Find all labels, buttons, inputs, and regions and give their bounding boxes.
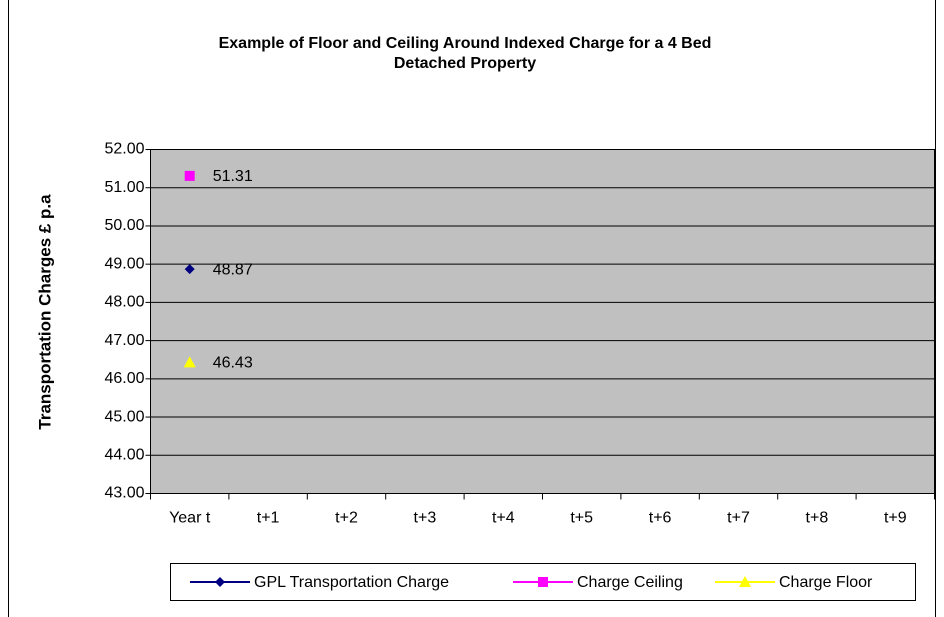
x-tick-label: t+7 xyxy=(727,510,750,527)
legend-marker xyxy=(215,577,225,587)
data-point xyxy=(183,356,196,368)
x-tick-label: t+1 xyxy=(257,510,280,527)
y-tick-label: 46.00 xyxy=(104,370,144,387)
y-tick-label: 50.00 xyxy=(104,217,144,234)
legend-label: Charge Ceiling xyxy=(577,574,683,591)
x-tick-label: t+4 xyxy=(492,510,515,527)
x-tick-label: Year t xyxy=(169,510,211,527)
x-tick-label: t+6 xyxy=(649,510,672,527)
y-tick-label: 49.00 xyxy=(104,255,144,272)
y-tick-label: 43.00 xyxy=(104,485,144,502)
data-label: 51.31 xyxy=(213,168,253,185)
x-tick-label: t+9 xyxy=(884,510,907,527)
data-point xyxy=(184,264,195,275)
y-axis-title: Transportation Charges £ p.a xyxy=(35,194,54,430)
chart-title: Detached Property xyxy=(394,55,536,72)
x-tick-label: t+8 xyxy=(806,510,829,527)
data-point xyxy=(184,170,195,181)
y-tick-label: 47.00 xyxy=(104,332,144,349)
y-tick-label: 45.00 xyxy=(104,408,144,425)
chart-title: Example of Floor and Ceiling Around Inde… xyxy=(219,35,712,52)
y-tick-label: 44.00 xyxy=(104,446,144,463)
plot-area xyxy=(150,149,935,494)
data-label: 46.43 xyxy=(213,355,253,372)
x-tick-label: t+5 xyxy=(570,510,593,527)
legend-marker xyxy=(739,576,751,587)
legend-label: GPL Transportation Charge xyxy=(254,574,449,591)
y-tick-label: 52.00 xyxy=(104,141,144,158)
x-tick-label: t+3 xyxy=(414,510,437,527)
legend-marker xyxy=(538,577,548,587)
legend xyxy=(170,563,916,601)
legend-label: Charge Floor xyxy=(779,574,873,591)
y-tick-label: 48.00 xyxy=(104,294,144,311)
data-label: 48.87 xyxy=(213,261,253,278)
y-tick-label: 51.00 xyxy=(104,179,144,196)
x-tick-label: t+2 xyxy=(335,510,358,527)
